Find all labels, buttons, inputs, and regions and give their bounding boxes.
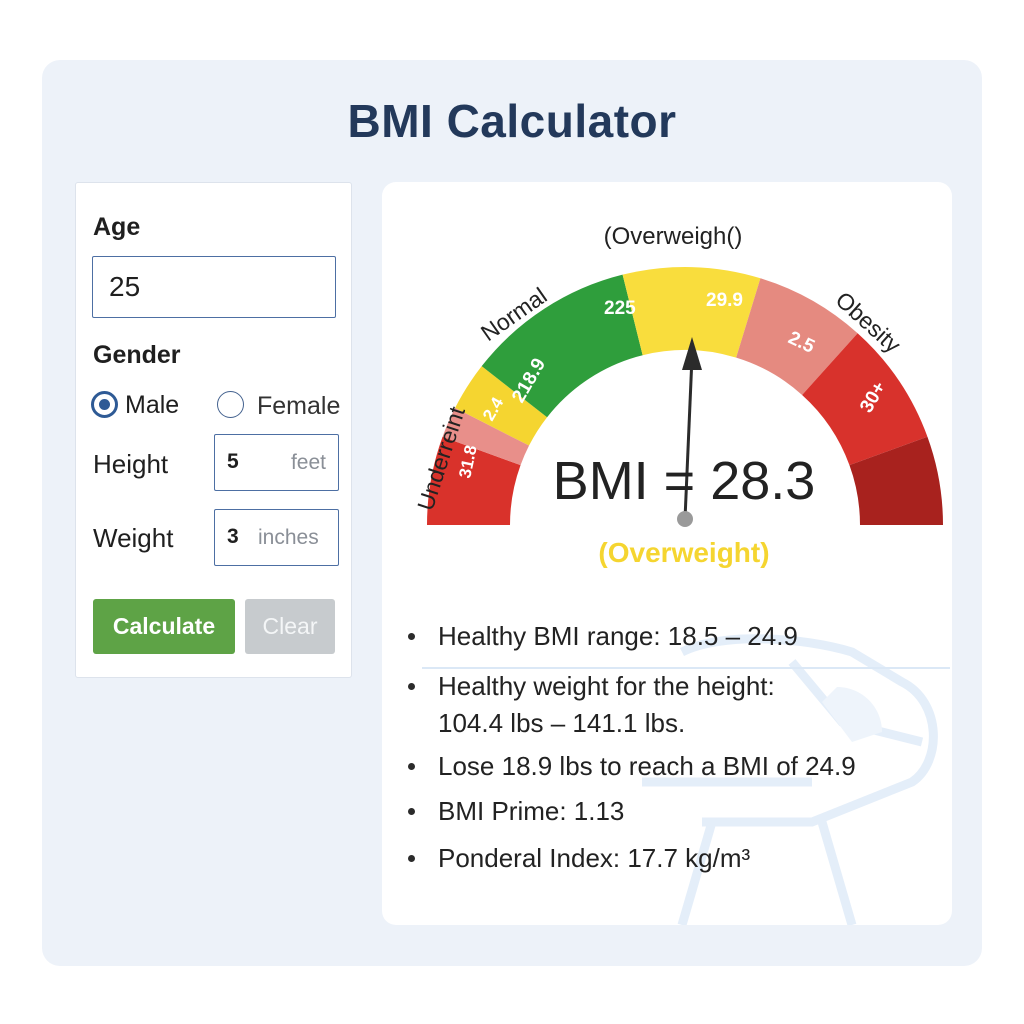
height-inches-field[interactable]: 3 inches <box>214 509 339 566</box>
age-input[interactable] <box>92 256 336 318</box>
gauge-top-category-label: (Overweigh() <box>604 223 743 250</box>
gauge-band-overweight <box>622 267 761 358</box>
page-title: BMI Calculator <box>347 95 677 147</box>
clear-button[interactable]: Clear <box>245 599 335 654</box>
scale-watermark-icon <box>642 634 938 925</box>
bullet-icon <box>408 633 415 640</box>
bullet-icon <box>408 683 415 690</box>
height-unit-label: feet <box>290 451 326 474</box>
gauge-band-underweight-high <box>442 407 530 466</box>
gauge-band-overweight-high <box>736 278 858 395</box>
weight-label: Weight <box>93 523 174 553</box>
bullet-icon <box>408 763 415 770</box>
stat-weight-loss: Lose 18.9 lbs to reach a BMI of 24.9 <box>438 751 856 781</box>
inches-value: 3 <box>227 525 239 548</box>
gauge-band-transition <box>455 366 548 446</box>
bmi-gauge: (Overweigh() Underreint Normal Obesity 3… <box>412 223 943 568</box>
gender-male-label[interactable]: Male <box>125 391 180 419</box>
bullet-icon <box>408 855 415 862</box>
gauge-band-obesity-severe <box>849 436 943 525</box>
gauge-tick-label: 29.9 <box>706 290 743 311</box>
gender-female-radio[interactable] <box>217 391 244 418</box>
gauge-band-obesity <box>802 333 928 466</box>
age-label: Age <box>93 213 141 241</box>
gender-female-label[interactable]: Female <box>257 392 341 420</box>
height-feet-field[interactable]: 5 feet <box>214 434 339 491</box>
bmi-value-text: BMI = 28.3 <box>553 451 816 511</box>
gauge-needle <box>683 356 694 520</box>
divider <box>422 667 950 669</box>
gender-label: Gender <box>93 341 181 369</box>
bullet-icon <box>408 808 415 815</box>
stat-healthy-range: Healthy BMI range: 18.5 – 24.9 <box>438 621 798 651</box>
gauge-needle-pivot <box>677 511 693 527</box>
gauge-needle-arrow-icon <box>682 337 702 370</box>
inches-unit-label: inches <box>258 526 319 549</box>
gauge-tick-label: 225 <box>604 298 636 319</box>
calculate-button[interactable]: Calculate <box>93 599 235 654</box>
gauge-band-underweight <box>427 436 521 525</box>
stat-ponderal-index: Ponderal Index: 17.7 kg/m³ <box>438 843 751 873</box>
result-panel: (Overweigh() Underreint Normal Obesity 3… <box>382 182 952 925</box>
stat-healthy-weight: Healthy weight for the height: <box>438 671 775 701</box>
gauge-band-normal <box>481 274 643 418</box>
bmi-status-text: (Overweight) <box>598 537 769 568</box>
height-feet-value: 5 <box>227 450 239 473</box>
gender-male-radio[interactable] <box>91 391 118 418</box>
height-label: Height <box>93 449 169 479</box>
stat-bmi-prime: BMI Prime: 1.13 <box>438 796 625 826</box>
stat-healthy-weight-range: 104.4 lbs – 141.1 lbs. <box>438 708 686 738</box>
